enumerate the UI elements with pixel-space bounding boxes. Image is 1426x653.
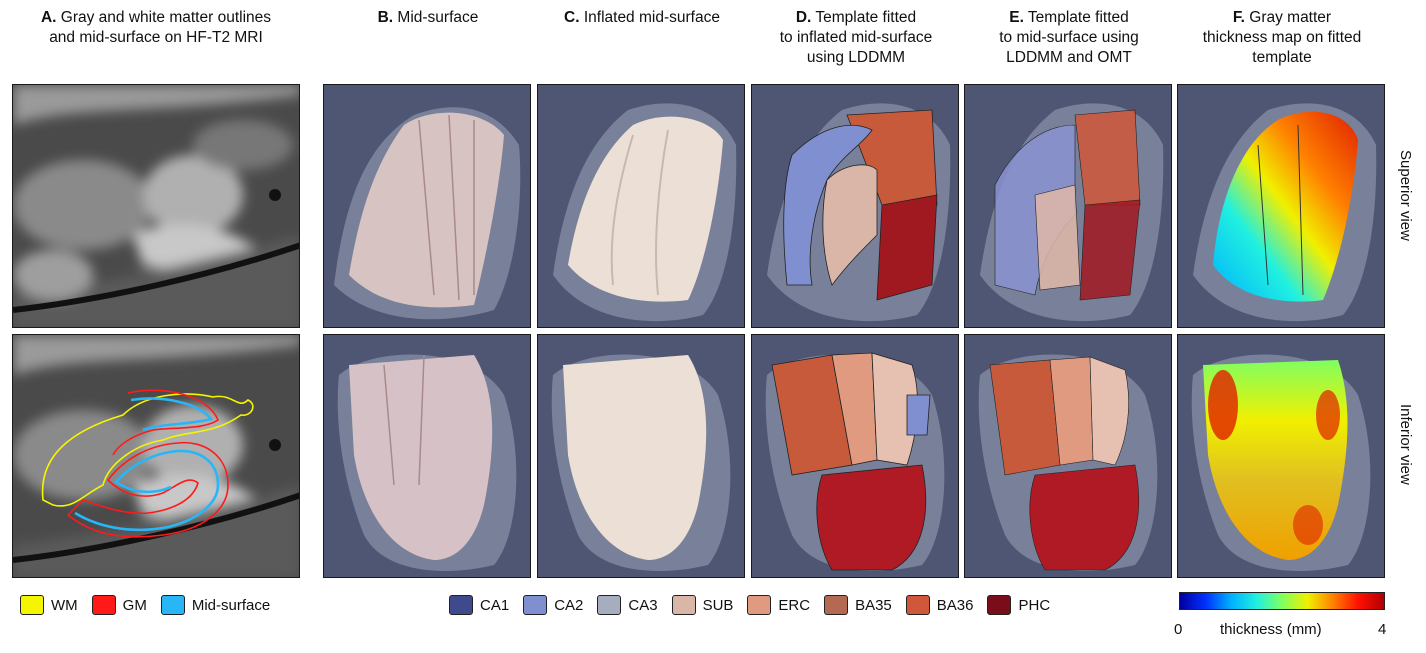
panel-d-inferior bbox=[751, 334, 959, 578]
legend-item-wm: WM bbox=[20, 595, 78, 615]
legend-item-sub: SUB bbox=[671, 595, 733, 615]
legend-item-ba36: BA36 bbox=[905, 595, 973, 615]
colorbar-title: thickness (mm) bbox=[1220, 621, 1322, 638]
row-label-superior: Superior view bbox=[1397, 150, 1414, 241]
panel-c-inferior bbox=[537, 334, 745, 578]
subfield-legend: CA1 CA2 CA3 SUB ERC BA35 BA36 PHC bbox=[449, 594, 1050, 616]
mid-surface-outline bbox=[74, 449, 220, 532]
column-title-a: A. Gray and white matter outlines and mi… bbox=[40, 9, 272, 46]
mid-surface-swatch bbox=[160, 595, 185, 615]
mid-surface-render bbox=[337, 354, 517, 572]
legend-item-gm: GM bbox=[91, 595, 147, 615]
legend-item-ca2: CA2 bbox=[523, 595, 583, 615]
wm-swatch bbox=[20, 595, 44, 615]
panel-f-inferior bbox=[1177, 334, 1385, 578]
legend-item-erc: ERC bbox=[747, 595, 810, 615]
template-midsurface-render bbox=[980, 103, 1164, 322]
mri-panel-inferior bbox=[12, 334, 300, 578]
mri-image-with-outlines bbox=[13, 335, 299, 577]
column-title-f: F. Gray matter thickness map on fitted t… bbox=[1202, 9, 1362, 66]
mri-panel-superior bbox=[12, 84, 300, 328]
outline-legend: WM GM Mid-surface bbox=[20, 594, 270, 616]
template-inflated-render bbox=[765, 352, 945, 572]
mri-image bbox=[13, 85, 299, 327]
thickness-map-render bbox=[1193, 103, 1377, 322]
legend-item-phc: PHC bbox=[987, 595, 1050, 615]
panel-f-superior bbox=[1177, 84, 1385, 328]
thickness-colorbar bbox=[1179, 592, 1385, 610]
legend-item-mid-surface: Mid-surface bbox=[160, 595, 270, 615]
gm-outline bbox=[66, 441, 229, 538]
wm-outline bbox=[41, 393, 254, 507]
panel-c-superior bbox=[537, 84, 745, 328]
colorbar-min-label: 0 bbox=[1174, 621, 1183, 638]
panel-e-superior bbox=[964, 84, 1172, 328]
panel-b-inferior bbox=[323, 334, 531, 578]
inflated-mid-surface-render bbox=[551, 354, 731, 572]
row-label-inferior: Inferior view bbox=[1397, 404, 1414, 485]
colorbar-max-label: 4 bbox=[1378, 621, 1387, 638]
template-inflated-render bbox=[767, 103, 951, 322]
column-title-d: D. Template fitted to inflated mid-surfa… bbox=[779, 9, 933, 66]
column-title-c: C. Inflated mid-surface bbox=[564, 9, 720, 26]
column-title-b: B. Mid-surface bbox=[377, 9, 479, 26]
panel-e-inferior bbox=[964, 334, 1172, 578]
panel-d-superior bbox=[751, 84, 959, 328]
gm-swatch bbox=[91, 595, 116, 615]
thickness-map-render bbox=[1191, 354, 1371, 572]
template-midsurface-render bbox=[978, 354, 1158, 572]
mid-surface-render bbox=[334, 107, 521, 320]
column-title-e: E. Template fitted to mid-surface using … bbox=[999, 9, 1139, 66]
legend-item-ca3: CA3 bbox=[597, 595, 658, 615]
legend-item-ca1: CA1 bbox=[449, 595, 509, 615]
inflated-mid-surface-render bbox=[553, 103, 737, 322]
panel-b-superior bbox=[323, 84, 531, 328]
legend-item-ba35: BA35 bbox=[824, 595, 892, 615]
